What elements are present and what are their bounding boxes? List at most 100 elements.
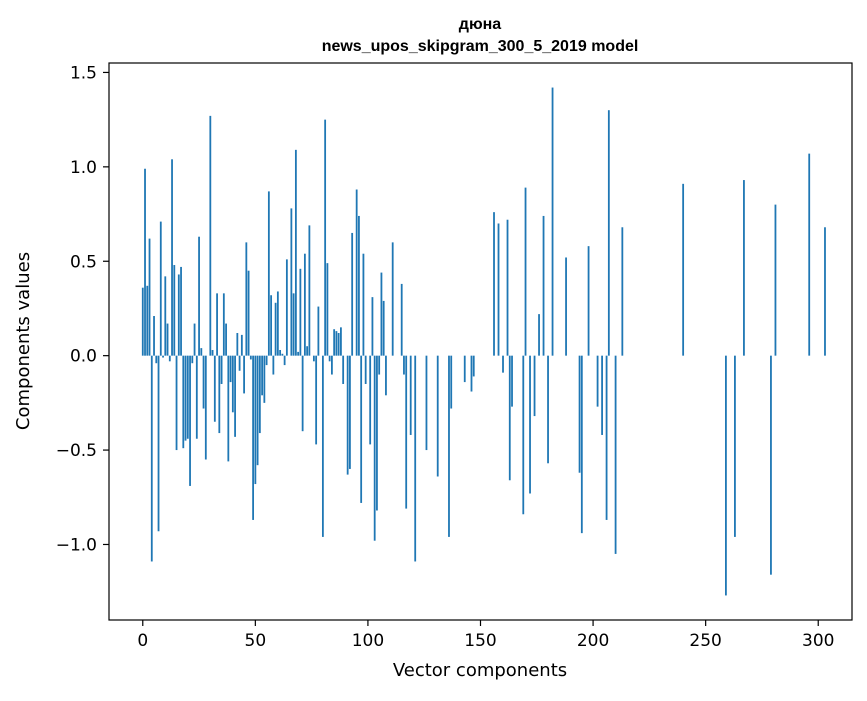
x-axis-label: Vector components [393,660,567,681]
bar [195,355,198,439]
bar [211,350,214,356]
bar [587,246,590,356]
y-tick-label: −0.5 [56,441,97,461]
bar [403,355,405,375]
bar-series [141,87,826,596]
bar [270,295,273,356]
bar [317,306,320,356]
y-tick-label: 1.5 [70,63,97,83]
bar [511,355,513,407]
bar [601,355,603,435]
bar [538,314,540,356]
bar [168,355,171,362]
bar [216,293,218,356]
bar [254,355,257,485]
bar [340,327,342,356]
bar [470,355,473,392]
x-tick-label: 50 [245,631,267,651]
y-axis-ticks: −1.0 −0.5 0.0 0.5 1.0 1.5 [56,63,109,555]
bar [321,355,324,537]
bar [279,350,282,356]
bar [222,293,225,356]
chart-subtitle: news_upos_skipgram_300_5_2019 model [322,38,639,55]
bar [297,351,300,356]
bar [596,355,599,407]
bar [247,270,250,356]
bar [164,276,167,356]
x-tick-label: 100 [352,631,384,651]
bar [267,191,270,356]
bar [240,334,243,356]
bar [290,208,293,356]
bar [774,204,777,356]
bar [682,183,685,356]
bar [355,189,358,356]
bar [331,355,333,375]
bar [734,355,736,537]
bar [382,300,385,356]
bar [450,355,453,409]
bar [414,355,417,562]
bar [186,355,189,439]
bar [364,355,367,384]
bar [333,329,336,356]
bar [743,180,745,356]
chart-title: дюна [459,16,501,33]
bar [159,221,162,356]
y-tick-label: 1.0 [70,158,97,178]
bar [146,285,149,356]
x-tick-label: 0 [137,631,148,651]
bar [425,355,428,451]
bar [351,232,354,356]
bar [328,355,331,362]
bar [324,119,327,356]
bar [621,227,624,356]
bar [542,215,545,356]
bar [405,355,408,509]
bar [824,227,826,356]
bar [362,253,365,356]
bar [326,263,329,356]
bar [360,355,363,503]
bar [249,355,252,360]
bar [189,355,191,486]
bar [472,355,475,377]
bar [493,212,495,356]
bar [385,355,387,396]
y-axis-label: Components values [13,252,34,430]
bar [141,287,144,356]
bar [400,283,403,356]
bar [502,355,504,373]
bar [337,333,340,356]
bar [349,355,351,469]
bar [605,355,608,520]
bar [335,331,338,356]
bar [301,355,304,432]
bar [184,355,187,441]
bar [229,355,232,383]
bar [153,316,155,356]
bar [204,355,207,460]
bar [193,323,196,356]
bar [607,110,610,356]
bar [209,115,212,356]
bar [155,355,158,364]
bar [725,355,727,596]
bar [580,355,583,534]
plot-frame [108,62,853,621]
bar [358,215,360,356]
bar [173,265,176,356]
bar [225,323,227,356]
bar [376,355,378,511]
y-tick-label: 0.0 [70,347,97,367]
bar [238,355,241,371]
bar [371,297,374,356]
bar [547,355,549,464]
bar [342,355,345,384]
bar [283,355,286,366]
bar [245,242,248,356]
bar [213,355,216,422]
bar [285,259,288,356]
bar [380,272,383,356]
